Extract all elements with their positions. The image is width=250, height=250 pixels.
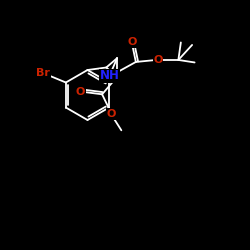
Text: Br: Br xyxy=(36,68,50,78)
Text: NH: NH xyxy=(100,69,119,82)
Text: O: O xyxy=(107,109,116,119)
Text: O: O xyxy=(154,55,163,65)
Text: O: O xyxy=(128,37,137,47)
Text: O: O xyxy=(76,87,85,97)
